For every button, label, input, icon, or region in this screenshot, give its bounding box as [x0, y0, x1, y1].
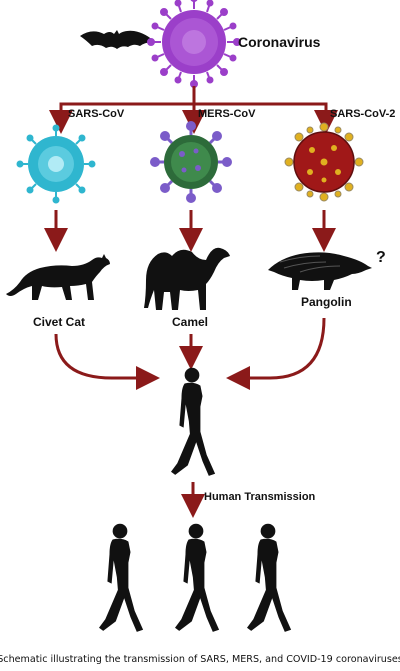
host-label-civet: Civet Cat — [33, 315, 85, 329]
human-icon — [175, 523, 220, 632]
human-icon — [99, 523, 144, 632]
human-icon — [247, 523, 292, 632]
pangolin-icon — [268, 252, 372, 290]
pangolin-uncertain-mark: ? — [376, 249, 386, 266]
figure-caption: Schematic illustrating the transmission … — [0, 654, 400, 665]
sars-cov-virus-icon — [16, 124, 96, 204]
coronavirus-main — [147, 0, 241, 88]
branch-arrows — [49, 86, 338, 134]
coronavirus-label: Coronavirus — [238, 34, 321, 50]
sars-cov-2-virus-icon — [284, 122, 364, 202]
camel-icon — [144, 247, 230, 310]
human-group — [99, 523, 292, 632]
strain-label-mers: MERS-CoV — [198, 108, 256, 120]
virus-to-host-arrows — [44, 210, 336, 252]
host-label-camel: Camel — [172, 315, 208, 329]
bat-icon — [80, 30, 156, 49]
strain-label-sars: SARS-CoV — [68, 108, 125, 120]
civet-cat-icon — [6, 254, 110, 300]
human-icon — [171, 367, 216, 476]
host-to-human-arrows — [54, 317, 326, 390]
strain-label-cov2: SARS-CoV-2 — [330, 108, 395, 120]
human-transmission-label: Human Transmission — [204, 491, 316, 503]
mers-cov-virus-icon — [150, 121, 232, 203]
host-label-pangolin: Pangolin — [301, 295, 352, 309]
